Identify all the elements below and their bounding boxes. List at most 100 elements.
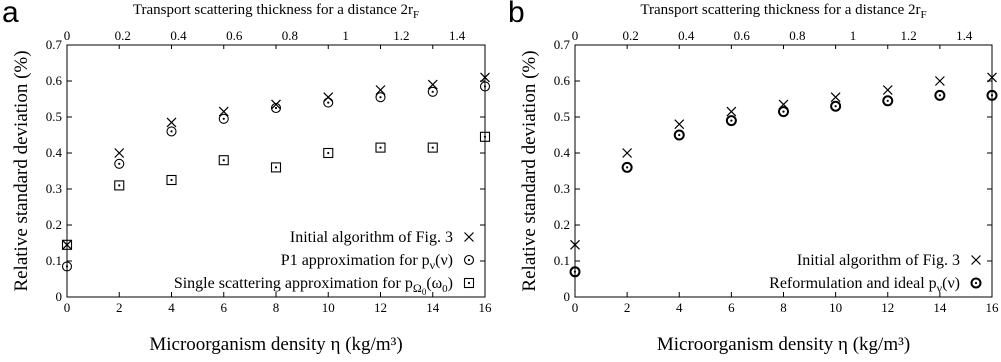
top-x-tick-label: 1.4 [449, 28, 466, 43]
data-point [375, 85, 386, 95]
marker-dot [274, 166, 278, 169]
data-point [218, 113, 229, 124]
marker-dot [274, 106, 278, 110]
marker-ring [621, 161, 633, 173]
marker-square [463, 277, 475, 289]
data-point [218, 155, 229, 166]
y-tick-label: 0.3 [46, 181, 62, 196]
data-point [778, 106, 789, 118]
marker-stroke [882, 85, 893, 95]
x-tick-label: 4 [676, 300, 683, 315]
top-x-tick-label: 1 [342, 28, 349, 43]
top-x-tick-label: 0.4 [678, 28, 695, 43]
marker-stroke [971, 255, 981, 265]
y-tick-label: 0.6 [46, 73, 63, 88]
y-tick-label: 0.2 [554, 217, 570, 232]
data-point [114, 180, 125, 191]
data-point [934, 89, 946, 101]
panel-letter: a [2, 0, 19, 29]
x-axis-label: Microorganism density η (kg/m³) [657, 334, 910, 355]
series-0 [62, 72, 490, 250]
marker-ring [778, 106, 789, 118]
marker-ring [673, 129, 685, 141]
marker-dot [782, 110, 785, 113]
marker-square [479, 131, 491, 142]
legend-marker [971, 255, 981, 265]
marker-dot [65, 265, 69, 268]
marker-dot [573, 270, 577, 273]
marker-stroke [726, 106, 737, 117]
top-x-axis-label: Transport scattering thickness for a dis… [640, 2, 926, 21]
x-tick-label: 8 [780, 300, 787, 315]
marker-ring [986, 89, 998, 101]
marker-square [427, 142, 438, 153]
text-span: 0 [422, 287, 427, 297]
text-span: (ν) [435, 252, 453, 269]
x-tick-label: 8 [273, 300, 280, 315]
marker-square [375, 142, 386, 153]
data-point [427, 86, 438, 97]
data-point [270, 102, 282, 114]
x-tick-label: 0 [572, 300, 579, 315]
legend-marker [464, 232, 474, 242]
data-point [427, 142, 438, 153]
text-span: Initial algorithm of Fig. 3 [290, 229, 453, 246]
x-tick-label: 14 [426, 300, 440, 315]
x-tick-label: 6 [728, 300, 735, 315]
top-x-tick-label: 0 [572, 28, 579, 43]
x-tick-label: 10 [322, 300, 335, 315]
legend-marker [970, 277, 982, 289]
data-point [674, 119, 685, 130]
marker-stroke [427, 79, 438, 90]
marker-ring [882, 95, 894, 107]
y-axis-label: Relative standard deviation (%) [519, 50, 540, 291]
x-tick-label: 12 [881, 300, 894, 315]
y-tick-label: 0.4 [46, 145, 63, 160]
data-point [218, 106, 229, 117]
marker-stroke [987, 72, 997, 83]
top-x-tick-label: 1.4 [956, 28, 973, 43]
marker-ring [427, 86, 438, 97]
marker-dot [431, 146, 434, 149]
series-2 [61, 131, 491, 250]
data-point [479, 81, 491, 92]
marker-dot [483, 85, 487, 88]
x-axis-label: Microorganism density η (kg/m³) [149, 334, 402, 355]
text-span: Reformulation and ideal p [769, 275, 937, 292]
legend-marker [463, 254, 475, 266]
marker-dot [379, 96, 382, 99]
data-point [166, 174, 177, 186]
data-point [166, 117, 177, 128]
text-span: P1 approximation for p [281, 252, 430, 269]
marker-ring [830, 100, 842, 112]
marker-ring [934, 89, 946, 101]
marker-dot [678, 133, 681, 137]
data-point [570, 239, 580, 250]
top-x-tick-label: 0 [64, 28, 71, 43]
text-span: Ω [413, 281, 422, 295]
data-point [479, 131, 491, 142]
marker-dot [938, 94, 941, 97]
marker-ring [114, 158, 125, 169]
data-point [621, 161, 633, 173]
marker-square [166, 174, 177, 186]
data-point [986, 89, 998, 101]
marker-ring [61, 261, 73, 272]
data-point [882, 85, 893, 95]
marker-ring [323, 97, 334, 108]
x-tick-label: 0 [64, 300, 71, 315]
data-point [271, 99, 281, 110]
data-point [375, 92, 386, 103]
marker-dot [886, 99, 889, 102]
text-span: 0 [442, 283, 448, 295]
marker-stroke [622, 148, 633, 158]
y-tick-label: 0.6 [554, 73, 571, 88]
data-point [114, 158, 125, 169]
marker-square [61, 239, 73, 250]
marker-dot [834, 105, 837, 108]
marker-ring [463, 254, 475, 266]
marker-dot [730, 119, 733, 122]
x-tick-label: 14 [933, 300, 947, 315]
marker-ring [375, 92, 386, 103]
